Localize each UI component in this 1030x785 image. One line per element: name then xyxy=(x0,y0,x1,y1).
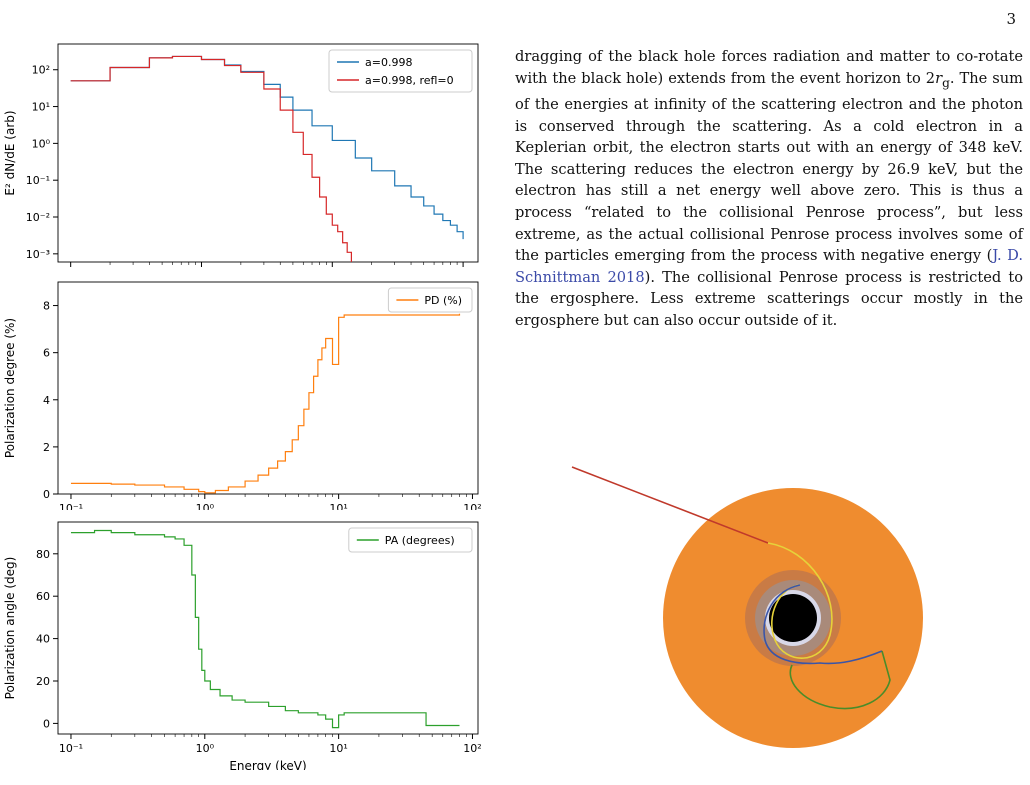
x-tick-label: 10¹ xyxy=(329,742,347,755)
y-axis-label: E² dN/dE (arb) xyxy=(3,110,17,195)
rg-subscript: g xyxy=(942,75,950,90)
x-tick-label: 10⁰ xyxy=(196,502,215,510)
y-axis-label: Polarization degree (%) xyxy=(3,318,17,458)
y-tick-label: 10⁻² xyxy=(26,211,50,224)
y-tick-label: 60 xyxy=(36,590,50,603)
x-tick-label: 10¹ xyxy=(329,502,347,510)
pa-plot: 10⁻¹ 10⁰ 10¹ 10² 0 20 40 60 80 Polarization angle… xyxy=(3,521,482,770)
y-axis-label: Polarization angle (deg) xyxy=(3,557,17,700)
y-tick-label: 6 xyxy=(43,347,50,360)
citation-link[interactable]: J. D. Schnittman 2018 xyxy=(515,247,1023,286)
x-tick-label: 10² xyxy=(463,502,481,510)
legend-label: PD (%) xyxy=(424,294,462,307)
y-tick-label: 10¹ xyxy=(32,101,50,114)
legend-box xyxy=(387,287,473,313)
y-tick-label: 80 xyxy=(36,548,50,561)
x-axis-label: Energy (keV) xyxy=(229,759,306,770)
polarization-degree-panel: 10⁻¹ 10⁰ 10¹ 10² 0 2 4 6 8 Polarization degree (%… xyxy=(3,281,482,510)
x-tick-label: 10² xyxy=(463,742,481,755)
y-tick-label: 40 xyxy=(36,633,50,646)
electron-trajectory-in xyxy=(763,584,883,665)
black-hole-figure xyxy=(571,466,923,748)
legend-box xyxy=(328,49,473,93)
y-tick-label: 10⁻³ xyxy=(26,248,50,261)
page-number: 3 xyxy=(1006,10,1016,28)
y-tick-label: 10² xyxy=(32,64,50,77)
legend-label: a=0.998 xyxy=(365,56,412,69)
body-paragraph: dragging of the black hole forces radiat… xyxy=(515,46,1023,332)
event-horizon xyxy=(769,594,817,642)
plot-frame xyxy=(57,43,479,263)
x-tick-label: 10⁻¹ xyxy=(59,502,83,510)
paragraph-end: ). The collisional Penrose process is re… xyxy=(515,268,1023,330)
paragraph-middle: . The sum of the energies at infinity of… xyxy=(515,69,1023,265)
y-tick-label: 4 xyxy=(43,394,50,407)
y-tick-label: 8 xyxy=(43,300,50,313)
y-tick-label: 2 xyxy=(43,441,50,454)
incoming-photon-path xyxy=(571,466,769,544)
legend-box xyxy=(348,527,473,553)
x-tick-label: 10⁻¹ xyxy=(59,742,83,755)
spectrum-plot: 10⁻¹10⁰10¹10²10²10¹10⁰10⁻¹10⁻²10⁻³E² dN/… xyxy=(3,43,479,267)
series-line xyxy=(70,529,460,729)
legend-label: a=0.998, refl=0 xyxy=(365,74,454,87)
y-tick-label: 0 xyxy=(43,717,50,730)
pd-plot: 10⁻¹ 10⁰ 10¹ 10² 0 2 4 6 8 Polarization degree (%… xyxy=(3,281,482,510)
electron-trajectory-out xyxy=(789,650,891,710)
plot-frame xyxy=(57,521,479,735)
y-tick-label: 0 xyxy=(43,488,50,501)
polarization-angle-panel: 10⁻¹ 10⁰ 10¹ 10² 0 20 40 60 80 Polarization angle… xyxy=(3,521,482,770)
series-line xyxy=(70,313,461,494)
rg-symbol: r xyxy=(935,69,943,87)
legend-label: PA (degrees) xyxy=(385,534,455,547)
photon-trajectory xyxy=(767,542,833,659)
x-tick-label: 10⁰ xyxy=(196,742,215,755)
paragraph-start: dragging of the black hole forces radiat… xyxy=(515,48,1023,87)
y-tick-label: 10⁰ xyxy=(32,137,51,150)
series-line xyxy=(70,55,353,262)
spectrum-panel: 10⁻¹10⁰10¹10²10²10¹10⁰10⁻¹10⁻²10⁻³E² dN/… xyxy=(3,43,479,267)
plot-frame xyxy=(57,281,479,495)
y-tick-label: 10⁻¹ xyxy=(26,174,50,187)
y-tick-label: 20 xyxy=(36,675,50,688)
